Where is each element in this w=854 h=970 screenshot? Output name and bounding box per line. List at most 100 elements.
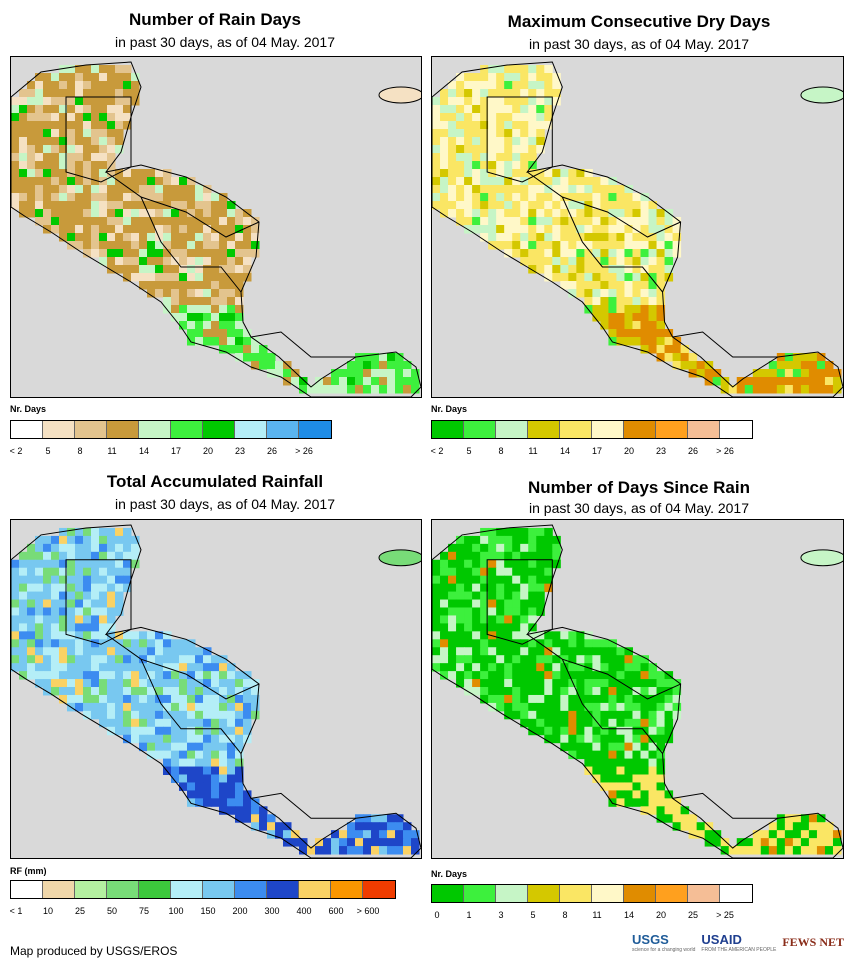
- map-cell: [195, 663, 204, 672]
- map-cell: [624, 297, 633, 306]
- map-cell: [179, 273, 188, 282]
- map-cell: [371, 361, 380, 370]
- map-cell: [512, 129, 521, 138]
- map-cell: [520, 671, 529, 680]
- map-cell: [504, 623, 513, 632]
- map-cell: [131, 631, 140, 640]
- map-cell: [520, 185, 529, 194]
- map-cell: [520, 694, 529, 704]
- map-cell: [99, 257, 108, 266]
- map-cell: [584, 734, 593, 744]
- map-cell: [139, 679, 148, 688]
- map-cell: [640, 329, 650, 338]
- map-cell: [83, 647, 92, 656]
- map-cell: [616, 694, 625, 704]
- map-cell: [27, 663, 36, 672]
- map-cell: [163, 273, 172, 282]
- map-cell: [43, 153, 52, 162]
- map-cell: [187, 798, 196, 807]
- map-cell: [171, 217, 180, 226]
- legend-label: 20: [623, 446, 635, 456]
- map-cell: [592, 726, 601, 736]
- map-cell: [19, 137, 28, 146]
- map-cell: [19, 639, 28, 648]
- map-cell: [448, 567, 457, 577]
- legend-swatch: [592, 421, 624, 438]
- map-cell: [632, 241, 642, 250]
- map-cell: [520, 161, 529, 170]
- map-cell: [131, 655, 140, 664]
- map-cell: [432, 647, 441, 656]
- map-cell: [592, 201, 601, 210]
- country-border: [65, 96, 132, 183]
- map-cell: [91, 153, 100, 162]
- map-cell: [147, 710, 156, 720]
- map-cell: [600, 750, 609, 760]
- map-cell: [83, 169, 92, 178]
- map-cell: [123, 273, 132, 282]
- map-cell: [640, 281, 650, 290]
- map-cell: [123, 671, 132, 680]
- map-cell: [339, 830, 348, 839]
- map-cell: [115, 257, 124, 266]
- map-cell: [592, 217, 601, 226]
- map-cell: [211, 337, 220, 346]
- map-cell: [107, 249, 116, 258]
- map-cell: [800, 838, 810, 847]
- map-cell: [464, 567, 473, 577]
- map-cell: [456, 679, 465, 688]
- map-cell: [163, 631, 172, 640]
- country-border: [561, 196, 663, 293]
- map-cell: [552, 81, 561, 90]
- map-cell: [632, 265, 642, 274]
- map-cell: [83, 193, 92, 202]
- map-cell: [656, 281, 666, 290]
- map-cell: [576, 687, 585, 696]
- map-cell: [520, 81, 529, 90]
- panel-1-map[interactable]: [10, 56, 422, 398]
- map-cell: [371, 377, 380, 386]
- map-cell: [816, 814, 826, 823]
- map-cell: [528, 217, 537, 226]
- panel-3-map-canvas: [11, 524, 421, 858]
- map-cell: [712, 838, 722, 847]
- usgs-tagline: science for a changing world: [632, 947, 696, 953]
- map-cell: [800, 377, 810, 386]
- map-cell: [99, 225, 108, 234]
- map-cell: [83, 81, 92, 90]
- map-cell: [59, 225, 68, 234]
- panel-4-map[interactable]: [431, 519, 844, 859]
- map-cell: [147, 265, 156, 274]
- map-cell: [664, 687, 674, 696]
- map-cell: [432, 567, 441, 577]
- map-cell: [488, 655, 497, 664]
- map-cell: [608, 217, 617, 226]
- map-cell: [27, 209, 36, 218]
- map-cell: [480, 121, 489, 130]
- map-cell: [560, 710, 569, 720]
- map-cell: [35, 535, 44, 545]
- map-cell: [648, 273, 658, 282]
- map-cell: [219, 694, 228, 704]
- map-cell: [808, 353, 818, 362]
- country-border: [140, 658, 242, 754]
- map-cell: [568, 257, 577, 266]
- map-cell: [576, 241, 585, 250]
- panel-2-map[interactable]: [431, 56, 844, 398]
- map-cell: [163, 758, 172, 768]
- map-cell: [187, 647, 196, 656]
- map-cell: [528, 97, 537, 106]
- panel-3-map[interactable]: [10, 519, 422, 859]
- map-cell: [584, 631, 593, 640]
- map-cell: [496, 535, 505, 545]
- map-cell: [552, 273, 561, 282]
- map-cell: [552, 257, 561, 266]
- map-cell: [560, 663, 569, 672]
- legend-swatch: [363, 881, 395, 898]
- map-cell: [403, 377, 412, 386]
- map-cell: [139, 249, 148, 258]
- map-cell: [411, 846, 420, 855]
- map-cell: [528, 663, 537, 672]
- map-cell: [512, 177, 521, 186]
- map-cell: [824, 361, 834, 370]
